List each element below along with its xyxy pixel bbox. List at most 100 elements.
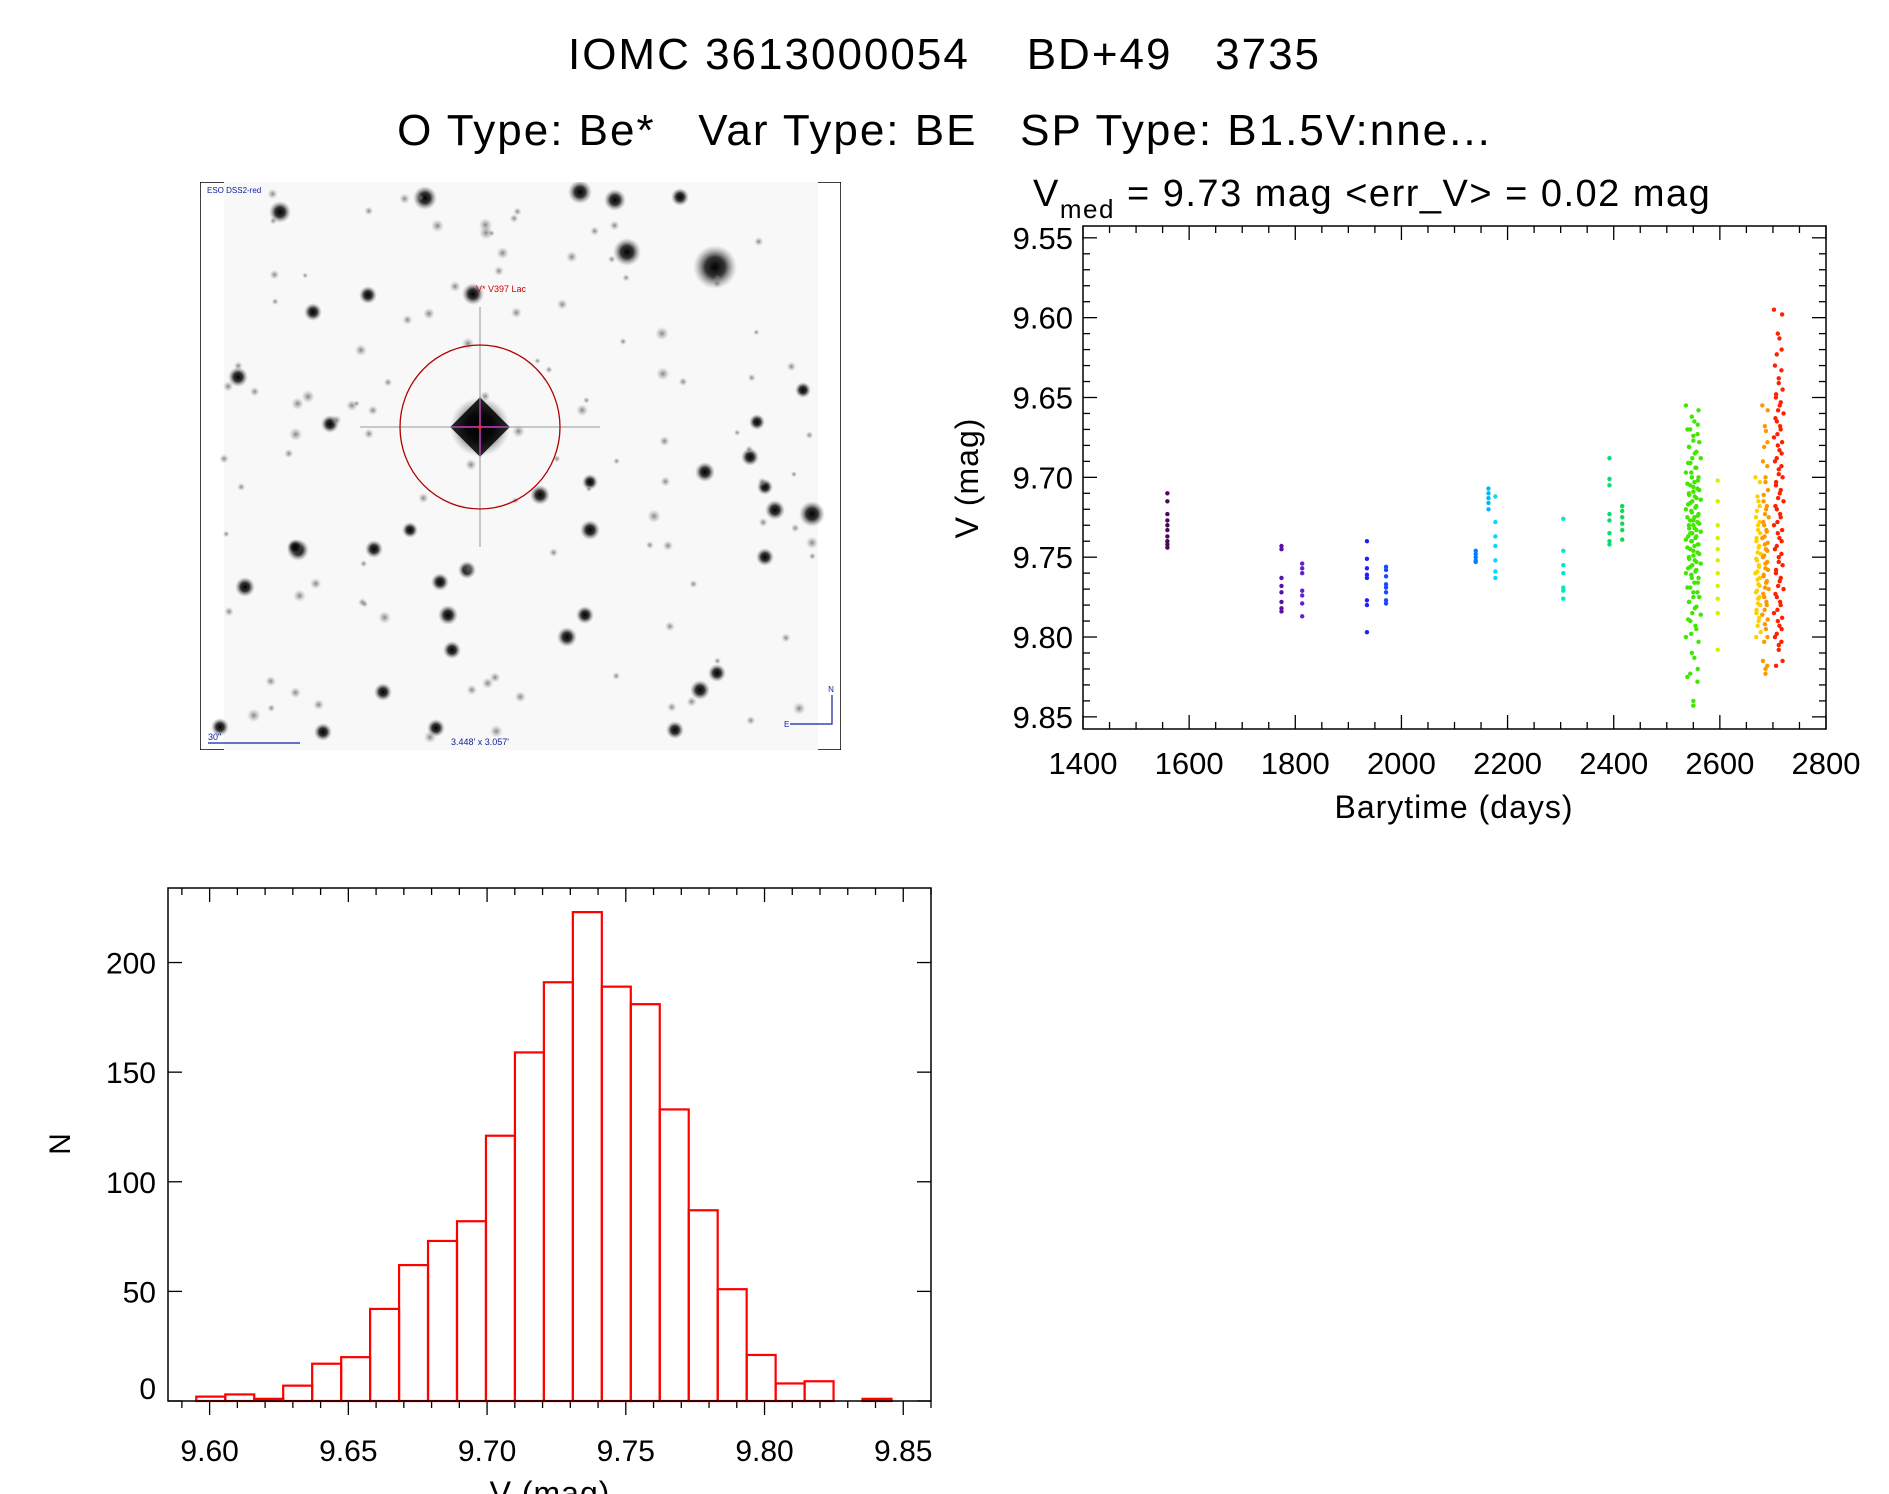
data-point [1753, 475, 1758, 480]
data-point [1779, 312, 1785, 317]
data-point [1755, 577, 1760, 582]
faint-star [284, 448, 294, 459]
faint-star [713, 657, 722, 665]
data-point [1486, 491, 1491, 496]
star [708, 664, 726, 682]
data-point [1607, 531, 1612, 536]
data-point [1694, 503, 1699, 509]
data-point [1561, 585, 1566, 590]
faint-star [288, 427, 303, 442]
data-point [1692, 419, 1697, 424]
histogram-bar [455, 1220, 488, 1403]
data-point [1772, 459, 1778, 464]
data-point [1763, 580, 1769, 585]
data-point [1364, 575, 1370, 581]
faint-star [805, 536, 819, 550]
data-point [1165, 539, 1170, 544]
faint-star [478, 217, 493, 232]
data-point [1780, 562, 1785, 568]
scale-bar-label: 30" [208, 732, 221, 742]
data-point [1777, 336, 1782, 341]
data-point [1756, 499, 1761, 504]
faint-star [781, 633, 791, 643]
x-tick-label: 9.70 [458, 1435, 516, 1468]
faint-star [808, 552, 816, 560]
data-point [1779, 463, 1784, 469]
faint-star [662, 540, 674, 551]
light-curve-axes [1082, 225, 1827, 730]
data-point [1754, 508, 1760, 514]
data-point [1165, 523, 1170, 528]
data-point [1778, 427, 1783, 432]
star [413, 186, 437, 210]
data-point [1692, 479, 1697, 485]
histogram-axes [167, 887, 932, 1402]
data-point [1781, 499, 1786, 504]
data-point [1776, 471, 1781, 477]
x-tick-label: 2600 [1685, 746, 1754, 781]
data-point [1775, 618, 1781, 624]
data-point [1383, 590, 1389, 595]
data-point [1620, 515, 1625, 520]
data-point [1473, 548, 1478, 553]
data-point [1685, 481, 1690, 486]
data-point [1756, 564, 1762, 569]
data-point [1774, 594, 1780, 600]
faint-star [545, 366, 553, 374]
data-point [1761, 499, 1766, 504]
data-point [1692, 655, 1697, 660]
data-point [1561, 596, 1566, 601]
data-point [1165, 518, 1170, 523]
data-point [1697, 594, 1702, 600]
data-point [1685, 427, 1690, 432]
data-point [1771, 610, 1777, 616]
data-point [1760, 535, 1765, 541]
data-point [1686, 444, 1692, 450]
histogram-bar [224, 1393, 256, 1403]
data-point [1493, 558, 1498, 563]
x-tick-label: 9.80 [735, 1435, 793, 1468]
faint-star [331, 414, 342, 426]
data-point [1754, 539, 1759, 544]
faint-star [402, 314, 413, 325]
star [431, 573, 449, 591]
star [604, 189, 626, 211]
data-point [1688, 518, 1693, 523]
faint-star [647, 509, 661, 524]
data-point [1689, 575, 1695, 581]
data-point [1486, 500, 1491, 506]
data-point [1757, 531, 1763, 536]
y-tick-label: 9.55 [1013, 221, 1073, 256]
data-point [1715, 610, 1720, 616]
data-point [1299, 561, 1305, 566]
faint-star [360, 560, 368, 568]
data-point [1493, 534, 1498, 539]
faint-star [656, 367, 670, 381]
data-point [1698, 529, 1703, 534]
faint-star [271, 298, 279, 306]
star [693, 245, 737, 289]
data-point [1762, 607, 1767, 613]
target-circle [399, 344, 561, 510]
star [365, 540, 383, 558]
y-tick-label: 200 [106, 948, 156, 981]
data-point [1715, 523, 1720, 528]
faint-star [689, 579, 698, 589]
data-point [1764, 599, 1769, 605]
data-point [1688, 460, 1693, 466]
histogram-bar [600, 985, 632, 1403]
faint-star [549, 547, 559, 558]
data-point [1775, 495, 1781, 501]
faint-star [590, 226, 600, 236]
faint-star [619, 337, 627, 346]
data-point [1689, 539, 1695, 544]
data-point [1694, 567, 1699, 573]
data-point [1758, 551, 1763, 557]
data-point [1695, 513, 1700, 518]
data-point [1165, 527, 1170, 533]
faint-star [609, 220, 620, 231]
histogram-xlabel: V (mag) [490, 1475, 611, 1494]
star [568, 182, 592, 204]
data-point [1695, 590, 1700, 595]
y-tick-label: 150 [106, 1057, 156, 1090]
